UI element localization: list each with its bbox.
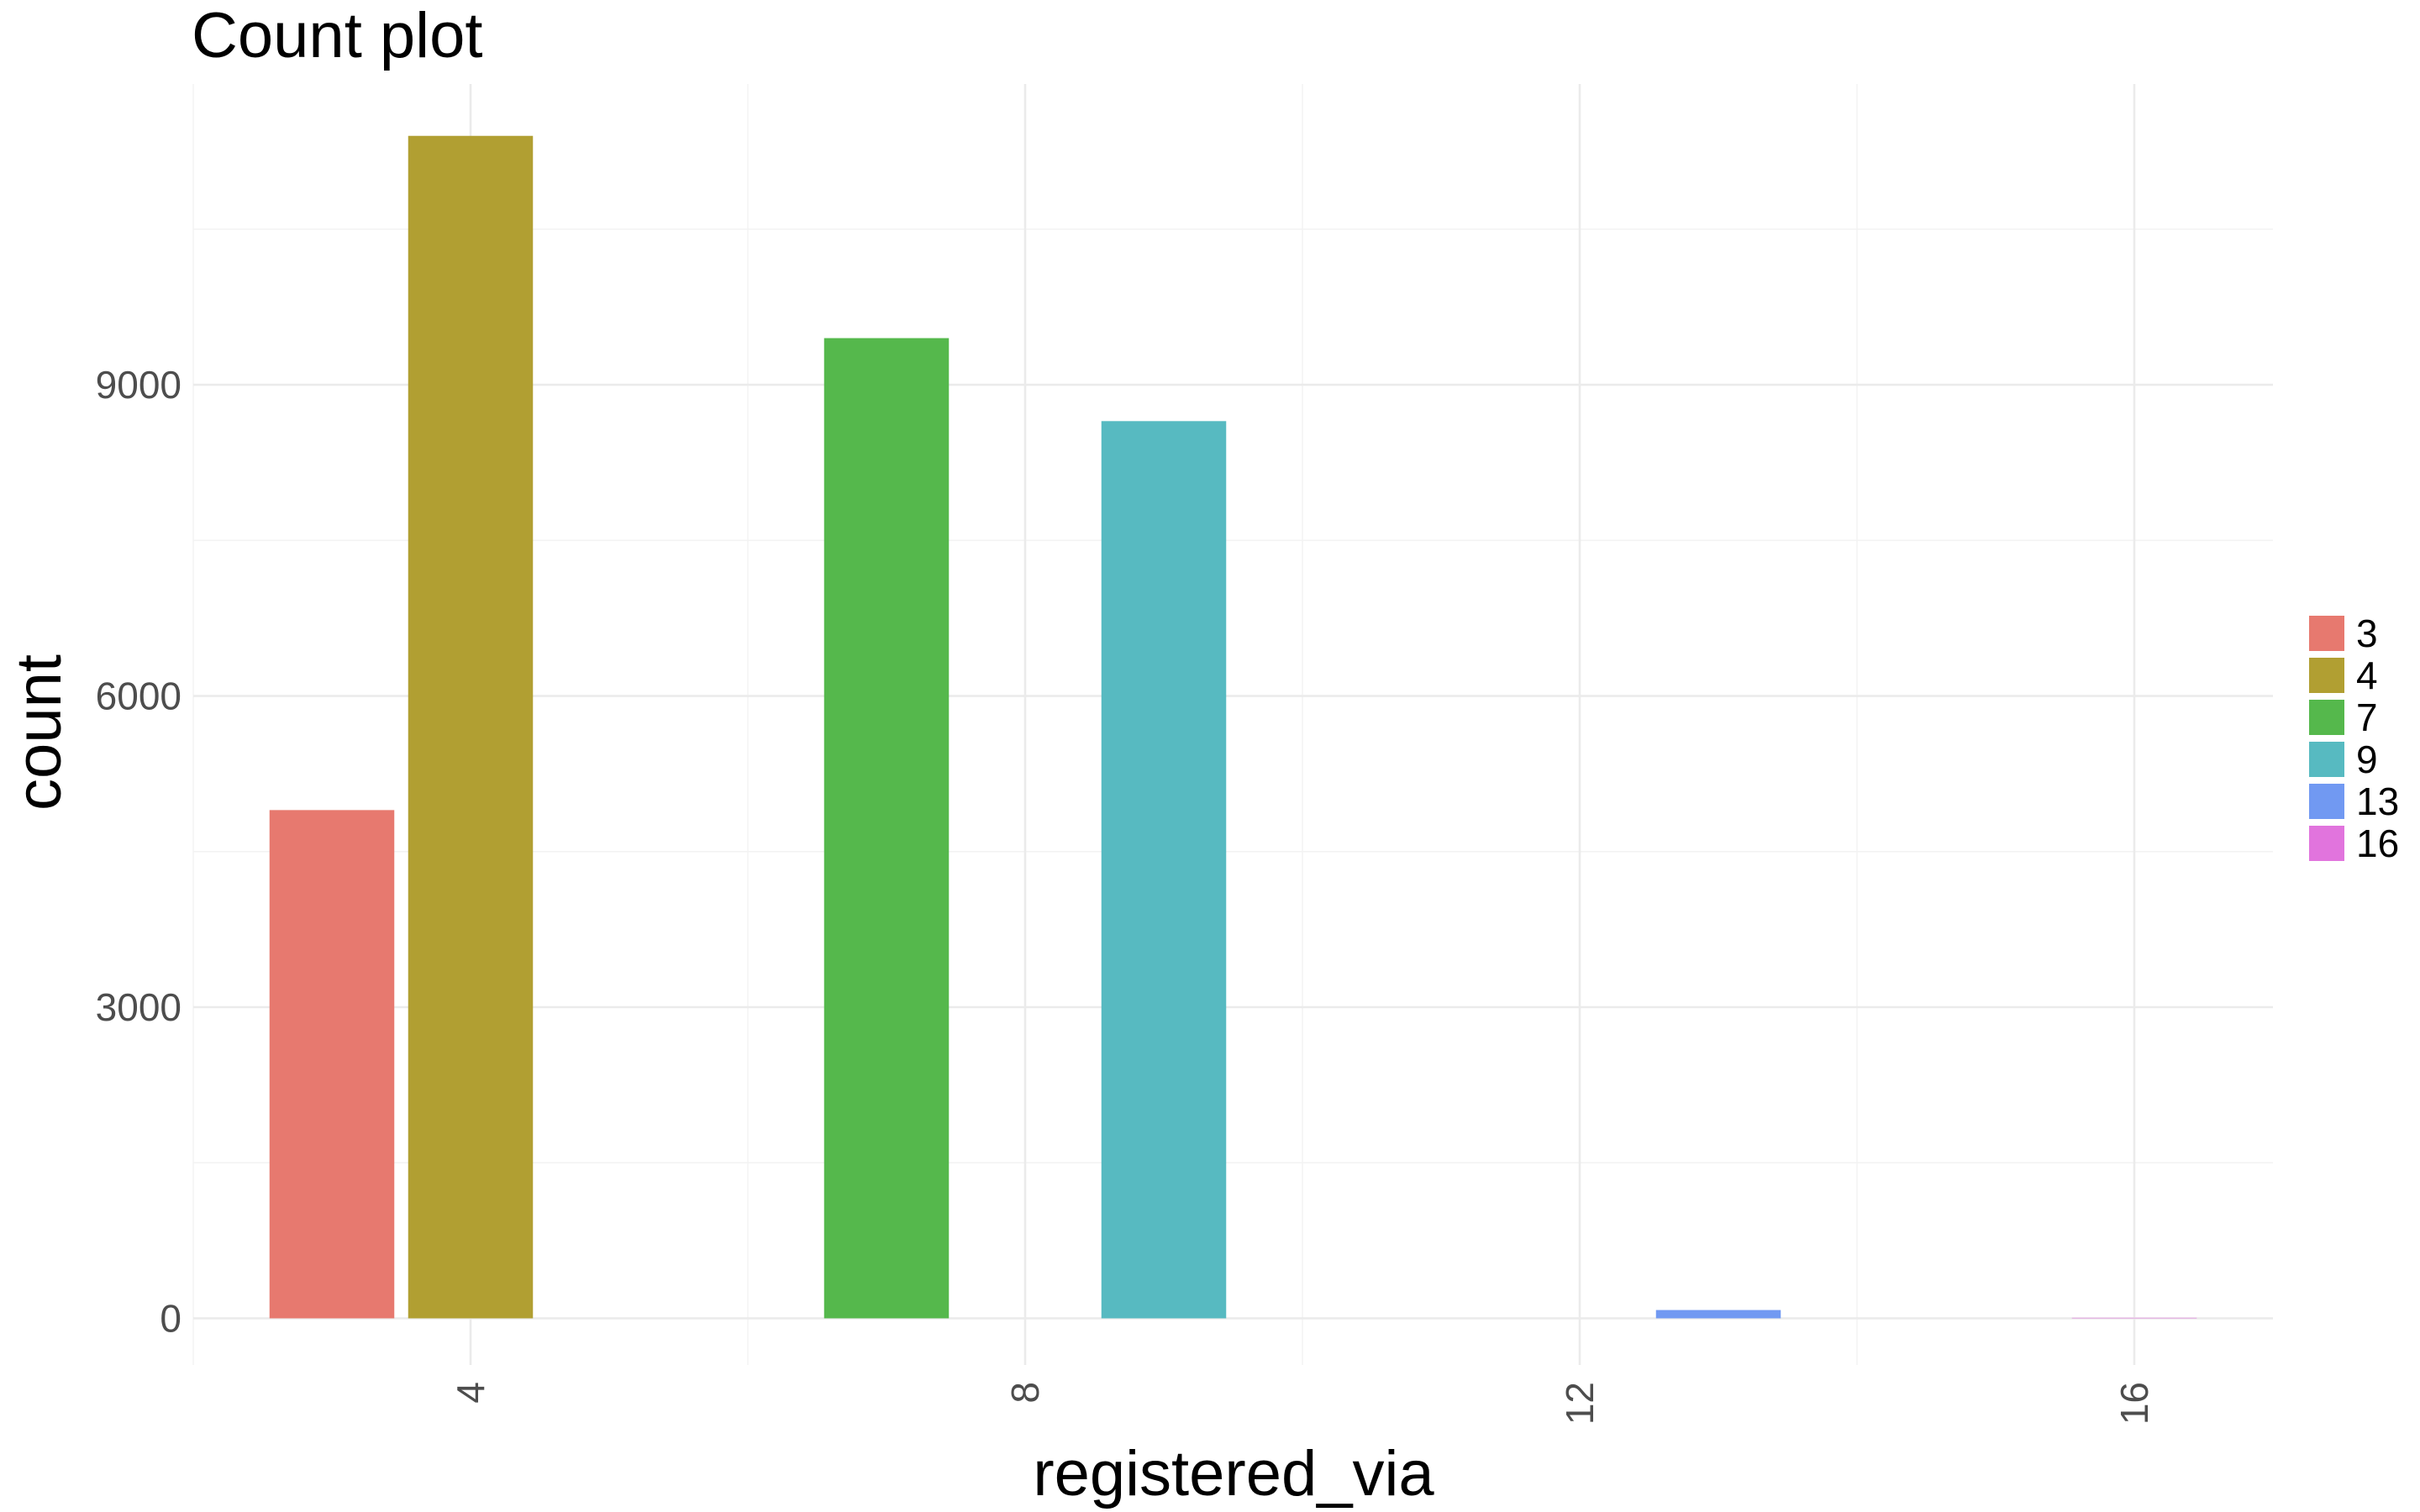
- bar-registered-via-4: [408, 135, 534, 1319]
- y-tick-label: 9000: [96, 363, 182, 407]
- x-tick-label: 4: [449, 1382, 492, 1404]
- legend-label-4: 4: [2356, 654, 2378, 697]
- legend-key-4: [2309, 658, 2344, 693]
- bar-registered-via-9: [1101, 421, 1227, 1319]
- bar-registered-via-13: [1655, 1310, 1781, 1319]
- legend-label-7: 7: [2356, 696, 2378, 739]
- bar-registered-via-16: [2071, 1317, 2197, 1319]
- x-tick-label: 8: [1003, 1382, 1047, 1404]
- bars: [269, 135, 2197, 1319]
- legend-label-3: 3: [2356, 612, 2378, 655]
- bar-registered-via-3: [269, 810, 395, 1319]
- bar-registered-via-7: [823, 338, 950, 1319]
- legend-key-7: [2309, 700, 2344, 735]
- legend-key-3: [2309, 616, 2344, 651]
- legend-key-9: [2309, 742, 2344, 777]
- legend-label-9: 9: [2356, 738, 2378, 781]
- x-axis-title: registered_via: [1033, 1438, 1434, 1509]
- legend-label-13: 13: [2356, 780, 2399, 823]
- axis-ticks: 0 3000 6000 9000 4 8 12 16: [96, 363, 2156, 1425]
- y-tick-label: 0: [160, 1296, 182, 1340]
- legend-label-16: 16: [2356, 822, 2399, 865]
- chart-title: Count plot: [192, 0, 482, 71]
- legend-key-16: [2309, 826, 2344, 861]
- x-tick-label: 12: [1558, 1382, 1602, 1425]
- y-tick-label: 3000: [96, 985, 182, 1029]
- y-tick-label: 6000: [96, 675, 182, 718]
- y-axis-title: count: [3, 654, 75, 811]
- x-tick-label: 16: [2112, 1382, 2156, 1425]
- legend-key-13: [2309, 784, 2344, 819]
